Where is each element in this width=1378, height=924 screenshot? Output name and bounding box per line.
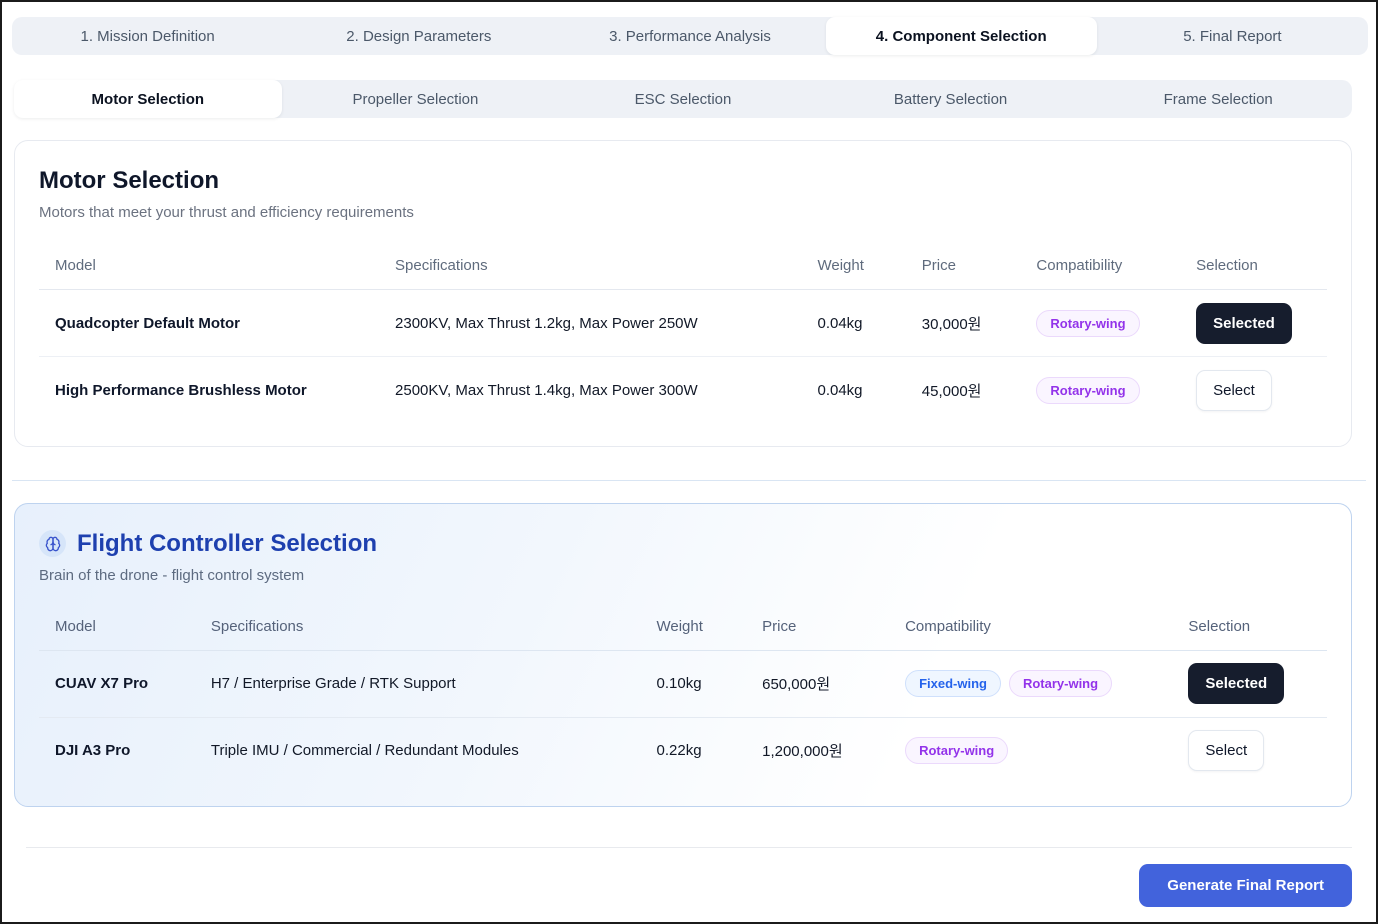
brain-icon (39, 530, 66, 557)
motor-select-button[interactable]: Select (1196, 369, 1272, 411)
step-final-report[interactable]: 5. Final Report (1097, 17, 1368, 55)
flight-controller-card: Flight Controller Selection Brain of the… (14, 502, 1352, 807)
tab-frame-selection[interactable]: Frame Selection (1084, 80, 1352, 118)
table-row: Quadcopter Default Motor 2300KV, Max Thr… (39, 289, 1327, 357)
fc-selected-button[interactable]: Selected (1188, 663, 1285, 704)
motor-price: 45,000원 (921, 382, 982, 400)
table-row: CUAV X7 Pro H7 / Enterprise Grade / RTK … (39, 650, 1327, 718)
motor-specs: 2500KV, Max Thrust 1.4kg, Max Power 300W (395, 381, 698, 399)
step-component-selection[interactable]: 4. Component Selection (825, 17, 1097, 55)
compatibility-badge: Rotary-wing (905, 737, 1009, 765)
section-divider (12, 479, 1366, 481)
motor-weight: 0.04kg (801, 289, 906, 357)
flight-controller-title: Flight Controller Selection (77, 529, 378, 557)
col-selection: Selection (1172, 605, 1327, 651)
step-performance-analysis[interactable]: 3. Performance Analysis (554, 17, 825, 55)
tab-esc-selection[interactable]: ESC Selection (549, 80, 817, 118)
tab-motor-selection[interactable]: Motor Selection (14, 80, 282, 118)
motor-selection-card: Motor Selection Motors that meet your th… (14, 140, 1352, 447)
motor-table-header: Model Specifications Weight Price Compat… (39, 245, 1327, 290)
fc-select-button[interactable]: Select (1188, 730, 1265, 772)
compatibility-badge: Rotary-wing (1036, 309, 1140, 337)
motor-weight: 0.04kg (817, 381, 863, 399)
col-compatibility: Compatibility (889, 605, 1173, 651)
compatibility-badge: Fixed-wing (905, 670, 1001, 697)
motor-model: Quadcopter Default Motor (39, 289, 380, 357)
compatibility-badge: Rotary-wing (1008, 670, 1113, 697)
motor-card-title: Motor Selection (39, 167, 220, 194)
flight-controller-subtitle: Brain of the drone - flight control syst… (39, 566, 305, 584)
table-row: DJI A3 Pro Triple IMU / Commercial / Red… (39, 717, 1327, 784)
fc-specs: H7 / Enterprise Grade / RTK Support (194, 650, 641, 718)
fc-price: 650,000원 (746, 650, 890, 718)
motor-price: 30,000원 (905, 289, 1021, 357)
col-compatibility: Compatibility (1020, 245, 1181, 290)
fc-model: DJI A3 Pro (55, 742, 131, 760)
col-weight: Weight (801, 245, 906, 290)
fc-table-header: Model Specifications Weight Price Compat… (39, 605, 1327, 651)
fc-weight: 0.10kg (640, 650, 747, 718)
motor-table: Model Specifications Weight Price Compat… (39, 245, 1327, 424)
fc-specs: Triple IMU / Commercial / Redundant Modu… (210, 742, 519, 760)
col-selection: Selection (1180, 245, 1327, 290)
flight-controller-table: Model Specifications Weight Price Compat… (39, 605, 1327, 785)
motor-card-subtitle: Motors that meet your thrust and efficie… (39, 204, 414, 221)
col-specifications: Specifications (379, 245, 802, 290)
motor-model: High Performance Brushless Motor (55, 381, 307, 399)
col-price: Price (905, 245, 1021, 290)
table-row: High Performance Brushless Motor 2500KV,… (39, 357, 1327, 424)
col-price: Price (746, 605, 890, 651)
tab-propeller-selection[interactable]: Propeller Selection (282, 80, 550, 118)
generate-final-report-button[interactable]: Generate Final Report (1139, 864, 1352, 907)
footer: Generate Final Report (26, 864, 1352, 907)
col-weight: Weight (640, 605, 747, 651)
step-design-parameters[interactable]: 2. Design Parameters (283, 17, 554, 55)
col-model: Model (39, 245, 380, 290)
fc-price: 1,200,000원 (762, 743, 843, 761)
footer-divider (26, 847, 1352, 848)
step-mission-definition[interactable]: 1. Mission Definition (12, 17, 283, 55)
compatibility-badge: Rotary-wing (1036, 376, 1140, 404)
fc-model: CUAV X7 Pro (39, 650, 195, 718)
col-specifications: Specifications (194, 605, 641, 651)
fc-weight: 0.22kg (656, 742, 702, 760)
component-tabs: Motor Selection Propeller Selection ESC … (14, 80, 1352, 118)
motor-specs: 2300KV, Max Thrust 1.2kg, Max Power 250W (379, 289, 802, 357)
motor-selected-button[interactable]: Selected (1196, 302, 1292, 344)
col-model: Model (39, 605, 195, 651)
tab-battery-selection[interactable]: Battery Selection (817, 80, 1085, 118)
wizard-stepper: 1. Mission Definition 2. Design Paramete… (12, 17, 1368, 55)
flight-controller-header: Flight Controller Selection (39, 530, 1327, 558)
